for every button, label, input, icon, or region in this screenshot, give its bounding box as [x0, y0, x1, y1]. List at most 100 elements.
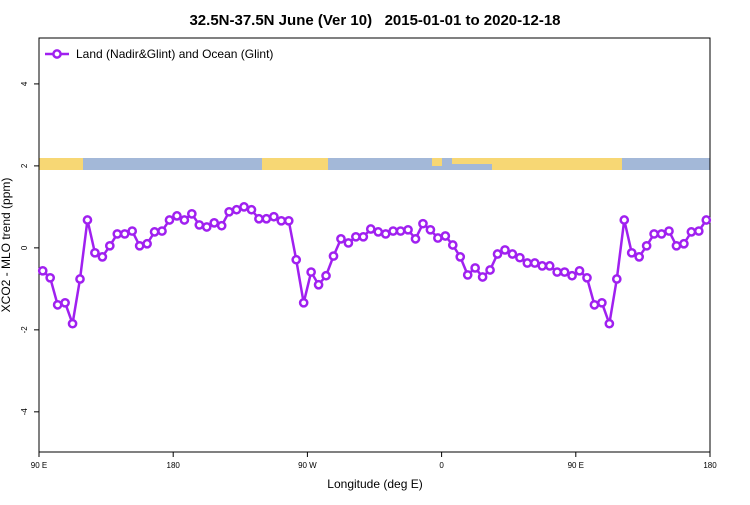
- data-point: [418, 218, 428, 229]
- data-point: [194, 220, 205, 230]
- data-point: [97, 252, 108, 262]
- data-point: [462, 270, 473, 280]
- land-band: [576, 158, 620, 170]
- land-band: [432, 158, 442, 166]
- data-point: [455, 252, 466, 262]
- data-point: [67, 318, 78, 329]
- data-point: [75, 274, 85, 284]
- chart-title: 32.5N-37.5N June (Ver 10) 2015-01-01 to …: [189, 12, 560, 29]
- data-point: [365, 224, 376, 234]
- data-point: [500, 245, 510, 255]
- data-point: [298, 297, 309, 308]
- data-point: [104, 240, 115, 251]
- plot-frame: [38, 37, 711, 453]
- data-point: [679, 238, 689, 249]
- data-point: [291, 254, 302, 265]
- data-point: [239, 202, 249, 212]
- y-tick-label: 0: [20, 245, 29, 250]
- x-axis-label: Longitude (deg E): [327, 477, 422, 491]
- data-point: [358, 231, 369, 242]
- data-point: [693, 226, 704, 236]
- data-point: [552, 267, 563, 277]
- data-point: [589, 299, 600, 310]
- data-point: [641, 240, 652, 251]
- data-point: [686, 227, 697, 237]
- x-tick-label: 180: [703, 461, 717, 470]
- y-tick-label: 4: [20, 81, 29, 86]
- land-ocean-strip: [39, 158, 710, 170]
- data-point: [45, 272, 56, 283]
- data-point: [328, 251, 339, 261]
- data-point: [283, 215, 294, 226]
- data-point: [60, 297, 70, 308]
- data-point: [403, 224, 413, 235]
- data-point: [127, 226, 138, 236]
- data-point: [529, 258, 540, 268]
- x-tick-label: 0: [439, 461, 444, 470]
- data-point: [470, 263, 480, 273]
- data-point: [671, 240, 682, 251]
- data-point: [224, 206, 234, 217]
- data-point: [209, 218, 220, 228]
- data-point: [90, 247, 100, 258]
- data-point: [149, 227, 160, 237]
- legend-label: Land (Nadir&Glint) and Ocean (Glint): [76, 47, 273, 61]
- data-point: [597, 297, 607, 308]
- data-point: [574, 265, 585, 276]
- data-point: [142, 238, 152, 249]
- data-point: [134, 240, 145, 251]
- data-point: [701, 215, 712, 225]
- y-axis-label: XCO2 - MLO trend (ppm): [0, 178, 13, 313]
- x-tick-label: 90 E: [568, 461, 584, 470]
- data-point: [306, 267, 316, 277]
- x-tick-label: 90 W: [298, 461, 317, 470]
- data-point: [112, 229, 123, 239]
- data-point: [380, 229, 391, 239]
- data-point: [351, 231, 361, 242]
- data-point: [567, 270, 577, 281]
- data-point: [186, 208, 197, 219]
- y-tick-label: 2: [20, 163, 29, 168]
- data-point: [537, 261, 548, 271]
- data-point: [261, 213, 272, 224]
- land-band: [452, 158, 492, 164]
- land-band: [39, 158, 83, 170]
- data-point: [52, 299, 63, 310]
- data-point: [119, 229, 130, 239]
- data-point: [492, 249, 503, 259]
- data-point: [82, 215, 93, 225]
- data-point: [373, 227, 384, 237]
- data-point: [336, 234, 346, 244]
- data-point: [619, 215, 630, 225]
- data-point: [216, 220, 227, 231]
- data-point: [582, 272, 592, 283]
- data-point: [634, 252, 645, 262]
- data-point: [179, 215, 190, 225]
- x-tick-label: 180: [167, 461, 181, 470]
- data-point: [37, 265, 48, 276]
- data-point: [425, 224, 436, 235]
- y-tick-label: -2: [20, 326, 29, 334]
- data-point: [410, 234, 421, 244]
- data-point: [649, 229, 659, 239]
- data-point: [388, 226, 398, 236]
- data-point: [515, 252, 525, 263]
- data-point: [269, 211, 279, 222]
- legend-marker: [52, 49, 62, 59]
- data-point: [164, 215, 175, 225]
- data-point: [313, 279, 324, 290]
- data-point: [433, 233, 443, 243]
- data-point: [611, 274, 622, 284]
- data-point: [276, 215, 287, 226]
- data-point: [440, 231, 451, 241]
- data-point: [395, 226, 406, 236]
- data-point: [544, 261, 555, 271]
- data-point: [656, 229, 667, 239]
- data-point: [447, 240, 458, 250]
- x-tick-label: 90 E: [31, 461, 47, 470]
- data-point: [626, 247, 637, 258]
- data-point: [604, 318, 615, 329]
- data-point: [321, 270, 331, 281]
